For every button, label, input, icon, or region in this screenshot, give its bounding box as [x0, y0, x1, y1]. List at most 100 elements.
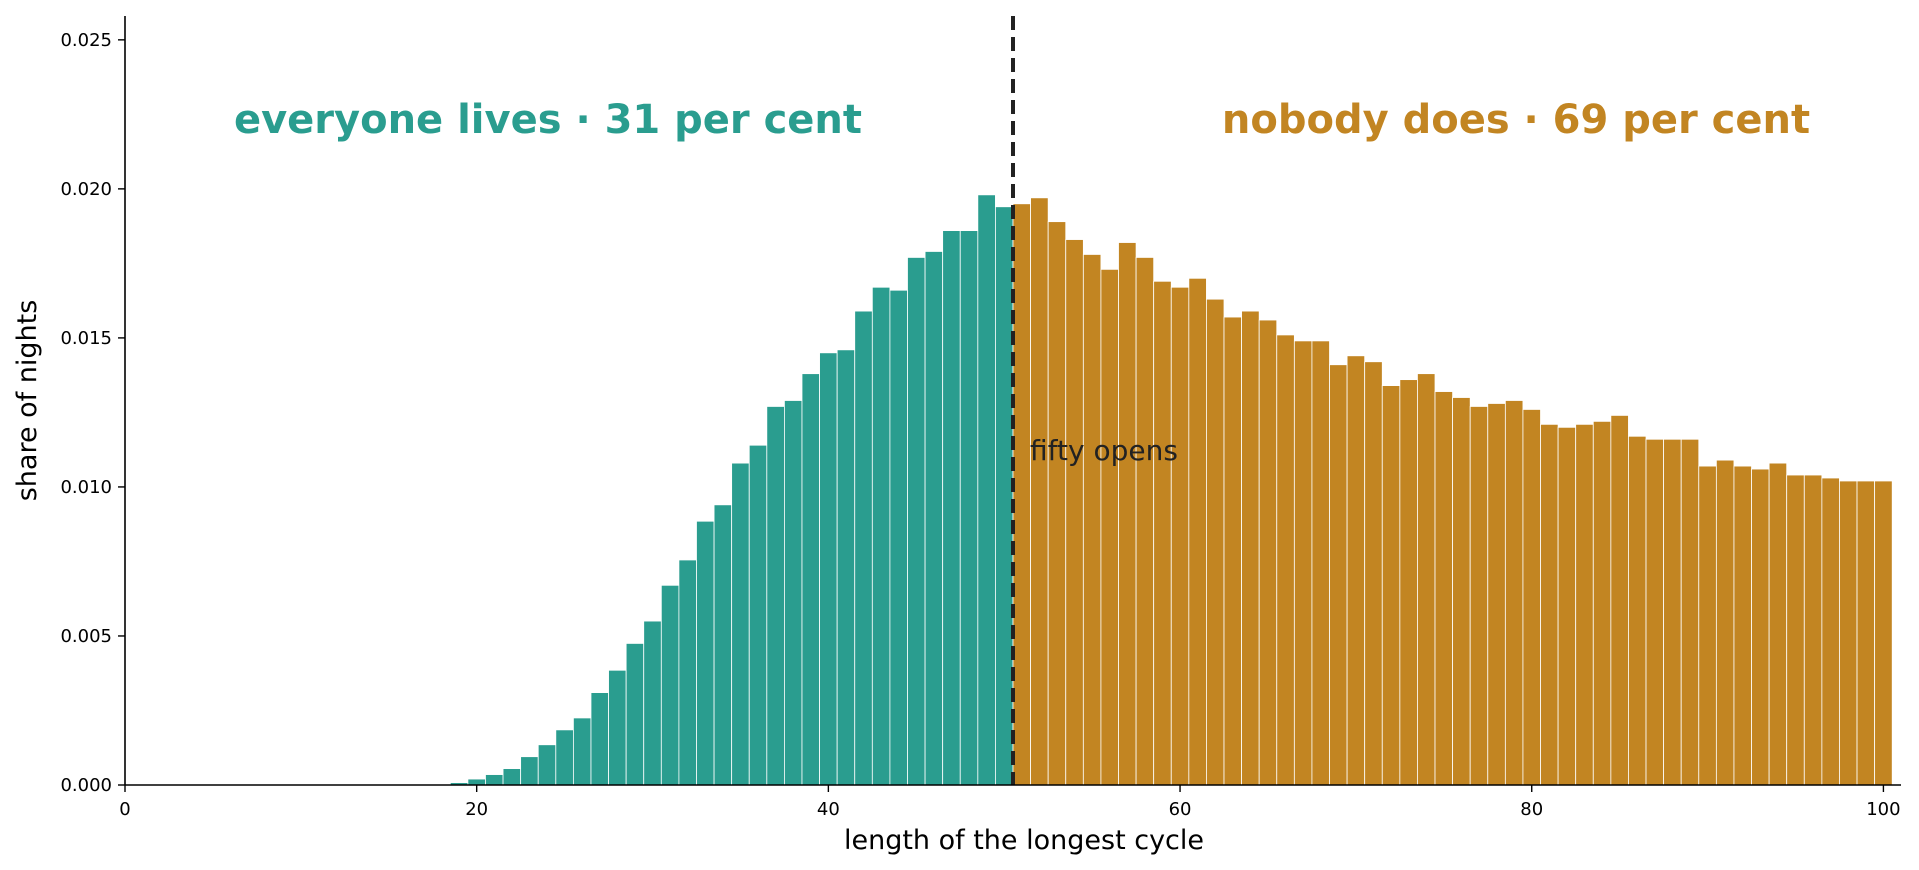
- histogram-bar: [1364, 361, 1383, 786]
- histogram-bar: [555, 729, 574, 786]
- x-tick-label: 80: [1520, 799, 1543, 820]
- histogram-bar: [1082, 254, 1102, 786]
- histogram-bar: [854, 310, 873, 786]
- histogram-bar: [1663, 438, 1682, 786]
- histogram-bar: [1030, 197, 1049, 786]
- histogram-bar: [836, 349, 856, 786]
- histogram-bar: [942, 230, 961, 786]
- histogram-bar: [1874, 480, 1893, 786]
- x-axis-ticks: 0 20 40 60 80 100: [119, 785, 1901, 820]
- histogram-bar: [1610, 415, 1629, 786]
- histogram-bar: [924, 251, 944, 786]
- histogram-bar: [713, 504, 733, 786]
- histogram-bar: [520, 756, 539, 786]
- histogram-bar: [1065, 239, 1084, 786]
- histogram-bar: [766, 406, 785, 786]
- x-tick-label: 40: [817, 799, 840, 820]
- x-tick-label: 60: [1169, 799, 1192, 820]
- x-tick-label: 100: [1866, 799, 1900, 820]
- histogram-bar: [502, 768, 522, 786]
- threshold-annotation: fifty opens: [1030, 434, 1178, 467]
- histogram-bar: [1487, 403, 1506, 786]
- histogram-bar: [1329, 364, 1348, 786]
- x-axis-title: length of the longest cycle: [844, 825, 1204, 856]
- histogram-bar: [1751, 468, 1770, 786]
- histogram-bar: [1012, 203, 1031, 786]
- histogram-bar: [1628, 435, 1647, 786]
- histogram-bar: [1839, 480, 1858, 786]
- histogram-bar: [1241, 310, 1260, 786]
- histogram-bar: [1399, 379, 1418, 786]
- histogram-bar: [1786, 474, 1805, 786]
- histogram-bar: [1311, 340, 1330, 786]
- histogram-bar: [1170, 286, 1190, 786]
- histogram-bar: [1680, 438, 1700, 786]
- histogram-bar: [1258, 319, 1278, 786]
- histogram-bar: [1153, 280, 1172, 786]
- x-tick-label: 20: [465, 799, 488, 820]
- histogram-bar: [871, 286, 891, 786]
- histogram-bar: [696, 520, 715, 786]
- histogram-bar: [1452, 397, 1471, 786]
- histogram-bar: [977, 194, 996, 786]
- histogram-bar: [572, 717, 592, 786]
- right-band-label: nobody does · 69 per cent: [1222, 97, 1810, 143]
- histogram-bar: [731, 462, 750, 786]
- histogram-bar: [1293, 340, 1313, 786]
- histogram-bar: [801, 373, 820, 786]
- histogram-bar: [1047, 221, 1067, 786]
- histogram-bar: [819, 352, 838, 786]
- histogram-bar: [1768, 462, 1788, 786]
- y-tick-label: 0.020: [60, 179, 112, 200]
- histogram-bar: [1469, 406, 1489, 786]
- histogram-bar: [1504, 400, 1524, 786]
- histogram-bar: [1592, 420, 1612, 786]
- histogram-bar: [625, 643, 645, 786]
- histogram-bar: [1276, 334, 1295, 786]
- histogram-bar: [1223, 316, 1242, 786]
- histogram-bar: [467, 778, 486, 786]
- histogram-bar: [1188, 277, 1207, 786]
- histogram-bar: [1522, 409, 1541, 786]
- y-axis-ticks: 0.000 0.005 0.010 0.015 0.020 0.025: [60, 30, 125, 796]
- histogram-bar: [959, 230, 979, 786]
- histogram-bar: [907, 257, 926, 786]
- y-tick-label: 0.005: [60, 626, 112, 647]
- histogram-bar: [608, 669, 627, 786]
- histogram-bar: [1346, 355, 1366, 786]
- bars-nobody-does: [1012, 197, 1893, 786]
- histogram-bar: [784, 400, 803, 786]
- histogram-bar: [1733, 465, 1752, 786]
- histogram-bar: [660, 584, 680, 786]
- y-tick-label: 0.025: [60, 30, 112, 51]
- histogram-bar: [1118, 242, 1137, 786]
- left-band-label: everyone lives · 31 per cent: [234, 97, 862, 143]
- histogram-bar: [1698, 465, 1717, 786]
- histogram-bar: [1803, 474, 1823, 786]
- histogram-bar: [1557, 426, 1577, 786]
- histogram-bar: [590, 692, 609, 786]
- histogram-bar: [1135, 257, 1155, 786]
- histogram-bar: [1434, 391, 1454, 786]
- histogram-bar: [1540, 423, 1559, 786]
- histogram-bar: [1417, 373, 1436, 786]
- histogram-bar: [678, 559, 697, 786]
- histogram-bar: [1381, 385, 1401, 786]
- histogram-bar: [1645, 438, 1665, 786]
- histogram-bar: [995, 206, 1014, 786]
- histogram-bar: [748, 444, 768, 786]
- histogram-bar: [485, 774, 504, 786]
- histogram-bar: [1206, 298, 1225, 786]
- histogram-bar: [1715, 459, 1735, 786]
- histogram-bar: [537, 744, 557, 786]
- histogram-bar: [1100, 268, 1119, 786]
- y-axis-title: share of nights: [12, 300, 43, 502]
- histogram-bar: [1856, 480, 1876, 786]
- y-tick-label: 0.010: [60, 477, 112, 498]
- histogram-bar: [1821, 477, 1840, 786]
- bars-everyone-lives: [432, 194, 1014, 786]
- histogram-bar: [643, 620, 662, 786]
- y-tick-label: 0.000: [60, 775, 112, 796]
- histogram-bar: [1575, 423, 1594, 786]
